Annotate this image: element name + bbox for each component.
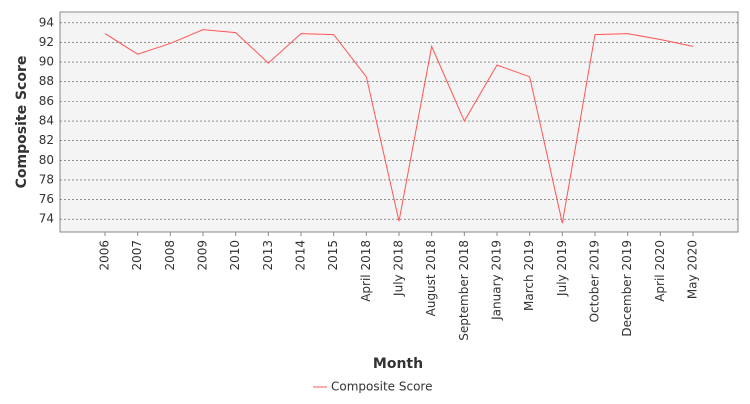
x-tick-label: 2010 — [228, 240, 242, 271]
data-line — [104, 29, 694, 224]
x-tick-label: September 2018 — [457, 240, 471, 341]
y-tick-label: 82 — [39, 133, 54, 147]
y-tick-label: 74 — [39, 212, 54, 226]
x-tick-label: January 2019 — [490, 240, 504, 321]
x-tick-label: July 2018 — [392, 240, 406, 297]
y-tick-label: 90 — [39, 55, 54, 69]
x-tick-label: July 2019 — [555, 240, 569, 297]
y-tick-label: 88 — [39, 74, 54, 88]
x-tick-label: 2013 — [261, 240, 275, 271]
x-tick-label: 2006 — [98, 240, 112, 271]
y-tick-label: 94 — [39, 15, 54, 29]
x-tick-label: December 2019 — [620, 240, 634, 337]
y-axis-title: Composite Score — [14, 56, 30, 189]
legend-label: Composite Score — [331, 380, 432, 394]
y-tick-label: 78 — [39, 172, 54, 186]
x-tick-label: August 2018 — [424, 240, 438, 316]
plot-area — [59, 11, 739, 233]
x-axis-title: Month — [373, 356, 423, 372]
x-tick-label: October 2019 — [588, 240, 602, 322]
x-tick-label: 2008 — [163, 240, 177, 271]
x-tick-label: 2007 — [130, 240, 144, 271]
y-tick-label: 80 — [39, 153, 54, 167]
y-tick-label: 84 — [39, 114, 54, 128]
y-tick-label: 92 — [39, 35, 54, 49]
x-tick-label: May 2020 — [686, 240, 700, 299]
y-tick-label: 76 — [39, 192, 54, 206]
x-tick-label: 2009 — [196, 240, 210, 271]
x-tick-label: April 2020 — [653, 240, 667, 302]
y-tick-label: 86 — [39, 94, 54, 108]
x-tick-label: March 2019 — [522, 240, 536, 311]
x-tick-label: April 2018 — [359, 240, 373, 302]
x-tick-label: 2015 — [326, 240, 340, 271]
x-tick-label: 2014 — [294, 240, 308, 271]
